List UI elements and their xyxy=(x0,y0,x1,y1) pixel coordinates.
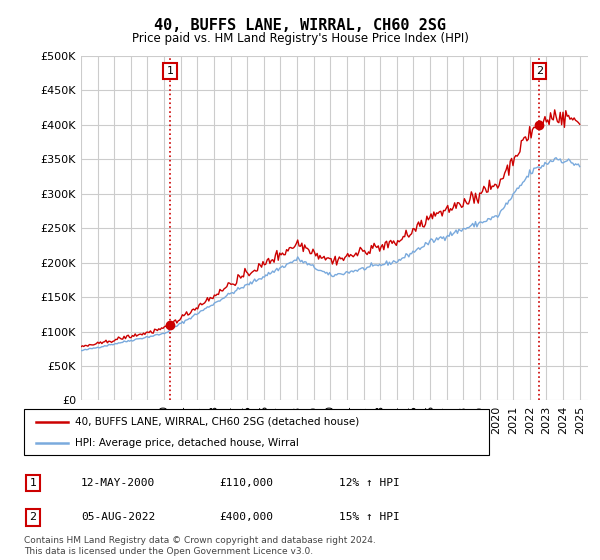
Text: 1: 1 xyxy=(29,478,37,488)
Text: 05-AUG-2022: 05-AUG-2022 xyxy=(81,512,155,522)
FancyBboxPatch shape xyxy=(24,409,489,455)
Text: £110,000: £110,000 xyxy=(219,478,273,488)
Text: 40, BUFFS LANE, WIRRAL, CH60 2SG: 40, BUFFS LANE, WIRRAL, CH60 2SG xyxy=(154,18,446,33)
Text: 2: 2 xyxy=(536,66,543,76)
Text: Contains HM Land Registry data © Crown copyright and database right 2024.
This d: Contains HM Land Registry data © Crown c… xyxy=(24,536,376,556)
Text: 40, BUFFS LANE, WIRRAL, CH60 2SG (detached house): 40, BUFFS LANE, WIRRAL, CH60 2SG (detach… xyxy=(75,417,359,427)
Text: 2: 2 xyxy=(29,512,37,522)
Text: 12-MAY-2000: 12-MAY-2000 xyxy=(81,478,155,488)
Text: 15% ↑ HPI: 15% ↑ HPI xyxy=(339,512,400,522)
Text: HPI: Average price, detached house, Wirral: HPI: Average price, detached house, Wirr… xyxy=(75,438,299,448)
Text: £400,000: £400,000 xyxy=(219,512,273,522)
Text: 1: 1 xyxy=(167,66,173,76)
Text: 12% ↑ HPI: 12% ↑ HPI xyxy=(339,478,400,488)
Text: Price paid vs. HM Land Registry's House Price Index (HPI): Price paid vs. HM Land Registry's House … xyxy=(131,32,469,45)
